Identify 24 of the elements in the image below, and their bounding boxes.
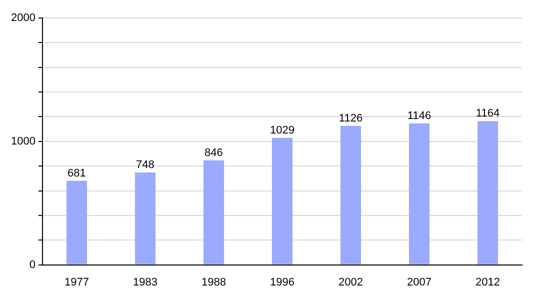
y-tick-label: 0 [29,258,36,271]
x-tick-label: 2007 [407,276,432,288]
x-tick-label: 2002 [338,276,363,288]
x-tick-label: 2012 [476,276,500,288]
data-label: 1126 [338,112,363,124]
data-label: 1029 [270,124,294,136]
x-tick-label: 1996 [270,276,294,288]
bar [340,126,362,264]
bar [477,121,498,264]
x-tick-label: 1983 [132,276,158,288]
data-label: 1164 [476,108,500,120]
bar [272,138,293,264]
data-label: 681 [68,167,86,180]
data-label: 748 [136,159,154,172]
bar [66,180,87,264]
y-tick-label: 2000 [10,12,36,24]
x-tick-label: 1977 [64,276,89,288]
bar [134,172,156,264]
bar [203,160,224,264]
y-tick-label: 1000 [10,135,36,148]
data-label: 1146 [407,110,432,122]
bar [408,123,430,264]
x-tick-label: 1988 [201,276,226,288]
data-label: 846 [204,146,223,159]
